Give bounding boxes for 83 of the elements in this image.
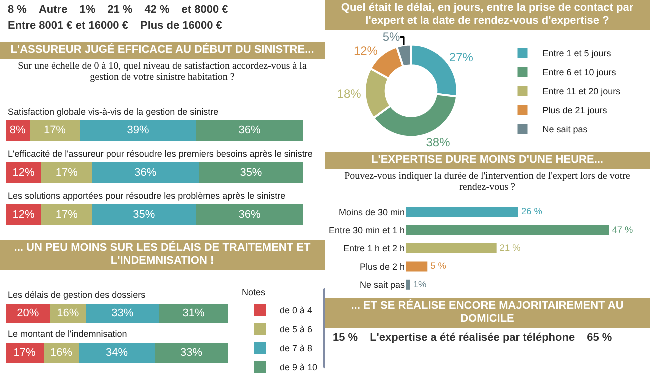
data-label: 26 % bbox=[521, 206, 542, 217]
chart-title: L'ASSUREUR JUGÉ EFFICACE AU DÉBUT DU SINISTRE... bbox=[0, 42, 325, 59]
chart-subtitle: Pouvez-vous indiquer la durée de l'intervention de l'expert lors de votre rendez-vous ? bbox=[344, 170, 632, 195]
data-label: 17% bbox=[56, 166, 78, 179]
y-tick-label: Les délais de gestion des dossiers bbox=[8, 290, 146, 300]
text: L'expertise a été réalisée par téléphone bbox=[370, 332, 576, 344]
text: Autre bbox=[38, 4, 68, 16]
data-label: 16% bbox=[50, 347, 73, 360]
data-label: 12% bbox=[12, 208, 35, 221]
chart-title: Quel était le délai, en jours, entre la prise de contact par l'expert et la date de rendez-vous d'expertise ? bbox=[325, 0, 650, 30]
text: 8 % bbox=[8, 4, 27, 16]
data-label: 35% bbox=[240, 166, 262, 179]
bar bbox=[80, 120, 196, 142]
bar bbox=[30, 120, 80, 142]
y-tick-label: Satisfaction globale vis-à-vis de la gestion de sinistre bbox=[8, 107, 219, 117]
legend-label: de 9 à 10 bbox=[280, 362, 318, 373]
data-label: 35% bbox=[133, 208, 156, 221]
legend-label: Ne sait pas bbox=[542, 124, 588, 135]
data-label: 17% bbox=[44, 124, 66, 137]
legend-title: Notes bbox=[242, 288, 266, 298]
data-label: 34% bbox=[106, 347, 128, 360]
y-tick-label: Les solutions apportées pour résoudre les problèmes après le sinistre bbox=[8, 191, 286, 201]
data-label: 20% bbox=[17, 308, 40, 320]
data-label: 5 % bbox=[430, 261, 446, 272]
text: 1% bbox=[80, 4, 96, 16]
y-tick-label: Entre 30 min et 1 h bbox=[328, 225, 405, 236]
data-label: 16% bbox=[57, 308, 80, 320]
data-label: 33% bbox=[180, 347, 203, 360]
bar bbox=[196, 204, 304, 226]
bar bbox=[92, 162, 200, 184]
bar bbox=[42, 204, 92, 226]
legend-label: de 0 à 4 bbox=[280, 306, 313, 316]
y-tick-label: L'efficacité de l'assureur pour résoudre les premiers besoins après le sinistre bbox=[8, 149, 313, 159]
data-label: 31% bbox=[182, 308, 205, 320]
chart-subtitle: Sur une échelle de 0 à 10, quel niveau de satisfaction accordez-vous à la gestion de votre sinistre habitation ? bbox=[17, 60, 308, 85]
bar bbox=[406, 207, 518, 218]
legend-label: de 5 à 6 bbox=[280, 324, 313, 335]
bar bbox=[42, 162, 92, 184]
y-tick-label: Ne sait pas bbox=[360, 280, 406, 290]
text: ... ET SE RÉALISE ENCORE MAJORITAIREMENT AU DOMICILE bbox=[325, 298, 650, 328]
chart-title: ... UN PEU MOINS SUR LES DÉLAIS DE TRAITEMENT ET L'INDEMNISATION ! bbox=[0, 240, 325, 270]
text: 65 % bbox=[587, 332, 612, 344]
data-label: 36% bbox=[134, 166, 157, 179]
legend-label: Entre 11 et 20 jours bbox=[542, 86, 622, 97]
data-label: 36% bbox=[238, 124, 261, 137]
text: 42 % bbox=[144, 4, 170, 16]
data-label: 17% bbox=[14, 347, 36, 360]
data-label: 36% bbox=[238, 208, 261, 221]
legend-label: Plus de 21 jours bbox=[542, 106, 608, 116]
bar bbox=[406, 225, 610, 236]
text: Plus de 16000 € bbox=[140, 20, 222, 32]
bar bbox=[196, 120, 304, 142]
text: Entre 8001 € et 16000 € bbox=[8, 20, 128, 32]
chart-title: L'EXPERTISE DURE MOINS D'UNE HEURE... bbox=[325, 152, 650, 169]
bar bbox=[6, 162, 42, 184]
data-label: 5% bbox=[382, 30, 401, 44]
data-label: 27% bbox=[449, 50, 474, 64]
data-label: 12% bbox=[12, 166, 35, 179]
data-label: 1% bbox=[413, 279, 427, 290]
legend-label: Entre 6 et 10 jours bbox=[542, 68, 617, 78]
data-label: 21 % bbox=[500, 243, 521, 254]
text: et 8000 € bbox=[182, 4, 228, 16]
legend-label: de 7 à 8 bbox=[280, 344, 313, 354]
text: 15 % bbox=[333, 332, 358, 344]
data-label: 8% bbox=[10, 124, 26, 137]
data-label: 18% bbox=[337, 86, 362, 101]
text: 21 % bbox=[108, 4, 133, 16]
bar bbox=[406, 262, 428, 272]
bar bbox=[406, 243, 497, 254]
y-tick-label: Entre 1 h et 2 h bbox=[343, 244, 405, 254]
bar bbox=[406, 280, 410, 290]
bar bbox=[199, 162, 304, 184]
y-tick-label: Moins de 30 min bbox=[338, 207, 405, 218]
y-tick-label: Plus de 2 h bbox=[360, 262, 405, 272]
data-label: 39% bbox=[127, 124, 150, 137]
data-label: 33% bbox=[112, 308, 134, 320]
legend-label: Entre 1 et 5 jours bbox=[542, 48, 612, 59]
bar bbox=[92, 204, 196, 226]
data-label: 38% bbox=[426, 135, 451, 150]
data-label: 17% bbox=[56, 208, 78, 221]
y-tick-label: Le montant de l'indemnisation bbox=[8, 329, 128, 339]
data-label: 12% bbox=[354, 44, 378, 58]
data-label: 47 % bbox=[612, 224, 634, 235]
